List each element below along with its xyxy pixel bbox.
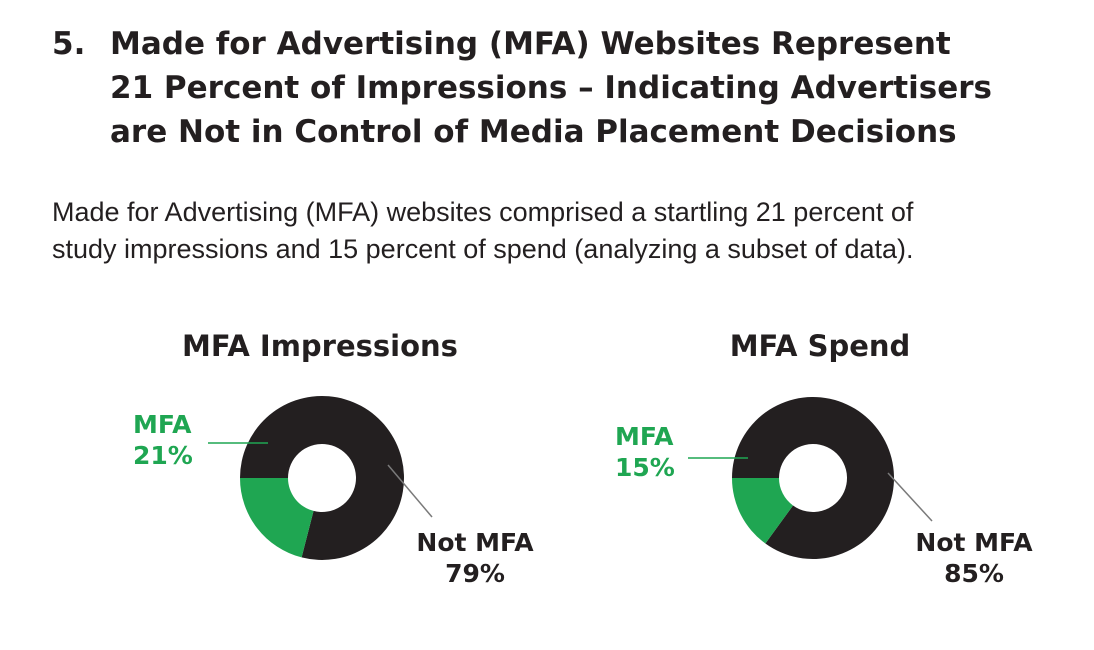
not-mfa-label-value: 85% [944, 559, 1004, 588]
mfa-label-name: MFA [615, 422, 674, 451]
section-title: Made for Advertising (MFA) Websites Repr… [110, 26, 992, 150]
not-mfa-leader-line [887, 472, 933, 522]
mfa-label: MFA 15% [615, 421, 675, 483]
not-mfa-leader-line [387, 464, 433, 518]
chart-title: MFA Spend [729, 329, 911, 363]
not-mfa-label: Not MFA 79% [395, 527, 555, 589]
slice-mfa [732, 478, 794, 544]
mfa-label-name: MFA [133, 410, 192, 439]
mfa-spend-chart: MFA Spend MFA 15% Not MFA 85% [560, 325, 1080, 625]
donut-chart-svg [688, 397, 933, 559]
not-mfa-label-value: 79% [445, 559, 505, 588]
mfa-label-value: 21% [133, 441, 193, 470]
mfa-label-value: 15% [615, 453, 675, 482]
not-mfa-label-name: Not MFA [915, 528, 1033, 557]
intro-paragraph: Made for Advertising (MFA) websites comp… [52, 197, 914, 264]
slice-mfa [240, 478, 314, 558]
chart-title: MFA Impressions [182, 329, 458, 363]
not-mfa-label-name: Not MFA [416, 528, 534, 557]
section-number: 5. [52, 26, 86, 62]
mfa-label: MFA 21% [133, 409, 193, 471]
not-mfa-label: Not MFA 85% [894, 527, 1054, 589]
slice-not-mfa [732, 397, 894, 559]
mfa-impressions-chart: MFA Impressions MFA 21% Not MFA 79% [60, 325, 580, 625]
donut-chart-svg [208, 396, 433, 560]
slice-not-mfa [240, 396, 405, 560]
